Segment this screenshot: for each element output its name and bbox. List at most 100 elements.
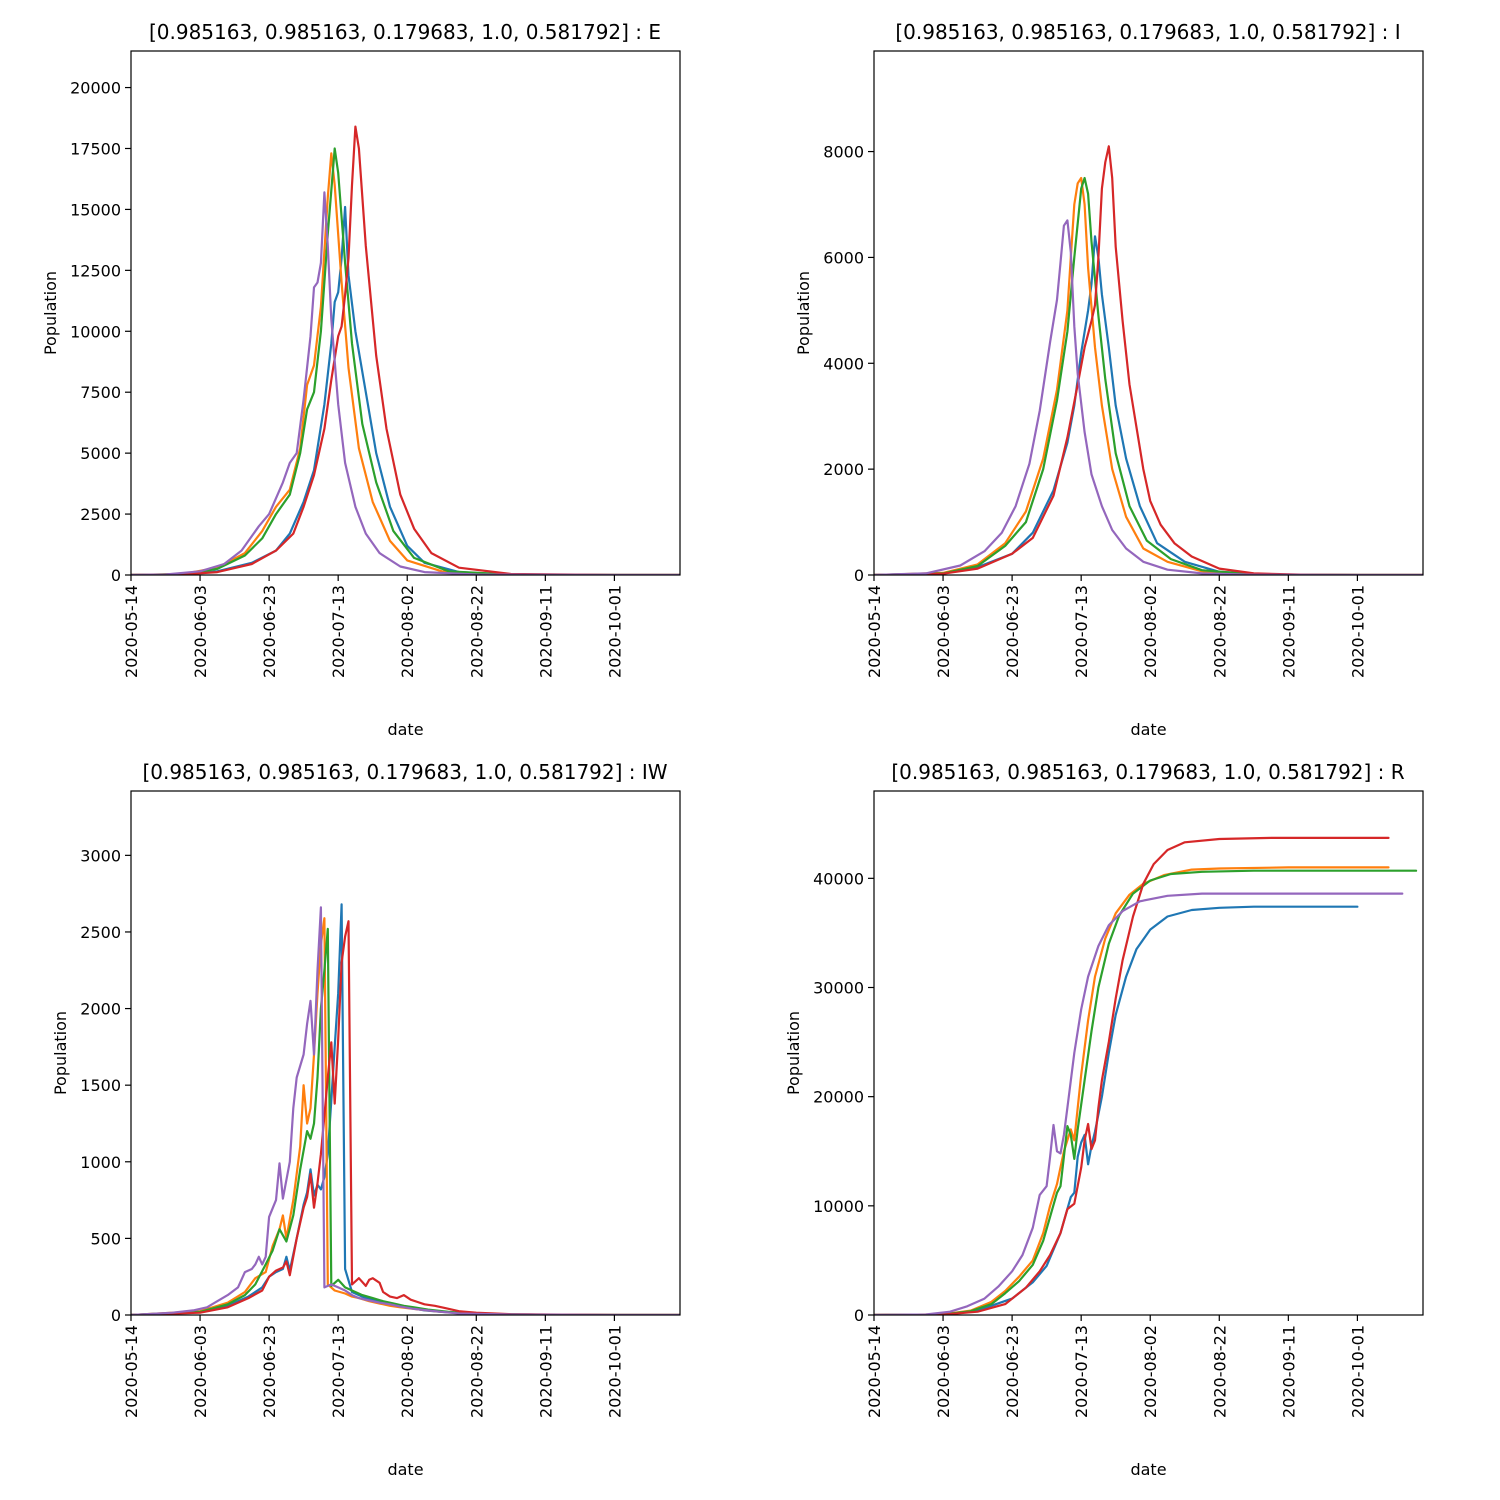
subplot-e-title: [0.985163, 0.985163, 0.179683, 1.0, 0.58… <box>149 20 661 44</box>
xtick-label: 2020-05-14 <box>865 1325 884 1418</box>
line-series5-e <box>131 191 680 575</box>
ytick-label: 1500 <box>80 1076 121 1095</box>
subplot-iw: [0.985163, 0.985163, 0.179683, 1.0, 0.58… <box>51 760 681 1479</box>
xtick-label: 2020-08-22 <box>467 585 486 678</box>
xtick-label: 2020-08-22 <box>1210 1325 1229 1418</box>
xtick-label: 2020-07-13 <box>1072 1325 1091 1418</box>
ytick-label: 500 <box>90 1229 121 1248</box>
xtick-label: 2020-06-03 <box>191 1325 210 1418</box>
subplot-e-series <box>131 125 680 575</box>
xtick-label: 2020-09-11 <box>1279 1325 1298 1418</box>
xtick-label: 2020-07-13 <box>329 1325 348 1418</box>
xtick-label: 2020-06-23 <box>1003 1325 1022 1418</box>
ytick-label: 0 <box>854 1306 864 1325</box>
subplot-i-ylabel: Population <box>794 271 813 355</box>
line-series3-iw <box>131 927 680 1315</box>
subplot-iw-series <box>131 903 680 1315</box>
line-series5-i <box>874 219 1423 575</box>
ytick-label: 20000 <box>813 1088 864 1107</box>
xtick-label: 2020-07-13 <box>329 585 348 678</box>
ytick-label: 0 <box>854 566 864 585</box>
line-series4-e <box>131 125 680 575</box>
ytick-label: 2000 <box>823 460 864 479</box>
ytick-label: 6000 <box>823 248 864 267</box>
subplot-e: [0.985163, 0.985163, 0.179683, 1.0, 0.58… <box>41 20 681 739</box>
ytick-label: 17500 <box>70 139 121 158</box>
xtick-label: 2020-06-23 <box>260 585 279 678</box>
xtick-label: 2020-10-01 <box>1348 1325 1367 1418</box>
ytick-label: 10000 <box>813 1197 864 1216</box>
line-series3-r <box>874 869 1418 1315</box>
xtick-label: 2020-08-02 <box>398 585 417 678</box>
ytick-label: 8000 <box>823 143 864 162</box>
xtick-label: 2020-10-01 <box>1348 585 1367 678</box>
line-series1-i <box>874 235 1423 575</box>
subplot-iw-xlabel: date <box>387 1460 423 1479</box>
xtick-label: 2020-06-23 <box>1003 585 1022 678</box>
xtick-label: 2020-08-02 <box>1141 585 1160 678</box>
ytick-label: 10000 <box>70 322 121 341</box>
subplot-iw-title: [0.985163, 0.985163, 0.179683, 1.0, 0.58… <box>142 760 667 784</box>
xtick-label: 2020-09-11 <box>1279 585 1298 678</box>
line-series4-iw <box>131 920 680 1315</box>
ytick-label: 5000 <box>80 444 121 463</box>
xtick-label: 2020-08-22 <box>467 1325 486 1418</box>
ytick-label: 1000 <box>80 1153 121 1172</box>
xtick-label: 2020-09-11 <box>536 1325 555 1418</box>
ytick-label: 30000 <box>813 979 864 998</box>
subplot-r-axes-frame <box>873 790 1424 1316</box>
ytick-label: 2000 <box>80 1000 121 1019</box>
line-series4-r <box>874 836 1390 1315</box>
subplot-r-series <box>874 836 1418 1315</box>
xtick-label: 2020-06-03 <box>934 1325 953 1418</box>
xtick-label: 2020-07-13 <box>1072 585 1091 678</box>
subplot-r-xlabel: date <box>1130 1460 1166 1479</box>
xtick-label: 2020-06-23 <box>260 1325 279 1418</box>
ytick-label: 0 <box>111 1306 121 1325</box>
line-series5-r <box>874 892 1404 1315</box>
xtick-label: 2020-05-14 <box>122 585 141 678</box>
line-series2-i <box>874 176 1423 575</box>
xtick-label: 2020-10-01 <box>605 585 624 678</box>
subplot-grid: [0.985163, 0.985163, 0.179683, 1.0, 0.58… <box>41 20 1424 1479</box>
line-series2-r <box>874 866 1390 1315</box>
subplot-e-axes-frame <box>130 50 681 576</box>
subplot-r-title: [0.985163, 0.985163, 0.179683, 1.0, 0.58… <box>891 760 1404 784</box>
subplot-i-series <box>874 145 1423 575</box>
subplot-i: [0.985163, 0.985163, 0.179683, 1.0, 0.58… <box>794 20 1424 739</box>
ytick-label: 3000 <box>80 846 121 865</box>
xtick-label: 2020-08-02 <box>398 1325 417 1418</box>
subplot-e-ylabel: Population <box>41 271 60 355</box>
subplot-i-title: [0.985163, 0.985163, 0.179683, 1.0, 0.58… <box>895 20 1400 44</box>
subplot-r-ylabel: Population <box>784 1011 803 1095</box>
subplot-i-axes-frame <box>873 50 1424 576</box>
line-series4-i <box>874 145 1423 575</box>
xtick-label: 2020-08-02 <box>1141 1325 1160 1418</box>
xtick-label: 2020-10-01 <box>605 1325 624 1418</box>
xtick-label: 2020-05-14 <box>865 585 884 678</box>
subplot-iw-axes-frame <box>130 790 681 1316</box>
ytick-label: 12500 <box>70 261 121 280</box>
ytick-label: 2500 <box>80 923 121 942</box>
ytick-label: 40000 <box>813 869 864 888</box>
line-series3-i <box>874 176 1423 575</box>
subplot-r: [0.985163, 0.985163, 0.179683, 1.0, 0.58… <box>784 760 1424 1479</box>
ytick-label: 2500 <box>80 505 121 524</box>
ytick-label: 0 <box>111 566 121 585</box>
ytick-label: 20000 <box>70 79 121 98</box>
subplot-i-xlabel: date <box>1130 720 1166 739</box>
xtick-label: 2020-06-03 <box>934 585 953 678</box>
xtick-label: 2020-05-14 <box>122 1325 141 1418</box>
line-series2-e <box>131 152 680 575</box>
subplot-e-xlabel: date <box>387 720 423 739</box>
ytick-label: 15000 <box>70 200 121 219</box>
line-series3-e <box>131 147 680 575</box>
subplot-iw-ylabel: Population <box>51 1011 70 1095</box>
ytick-label: 7500 <box>80 383 121 402</box>
xtick-label: 2020-06-03 <box>191 585 210 678</box>
xtick-label: 2020-09-11 <box>536 585 555 678</box>
ytick-label: 4000 <box>823 354 864 373</box>
line-series5-iw <box>131 906 680 1315</box>
